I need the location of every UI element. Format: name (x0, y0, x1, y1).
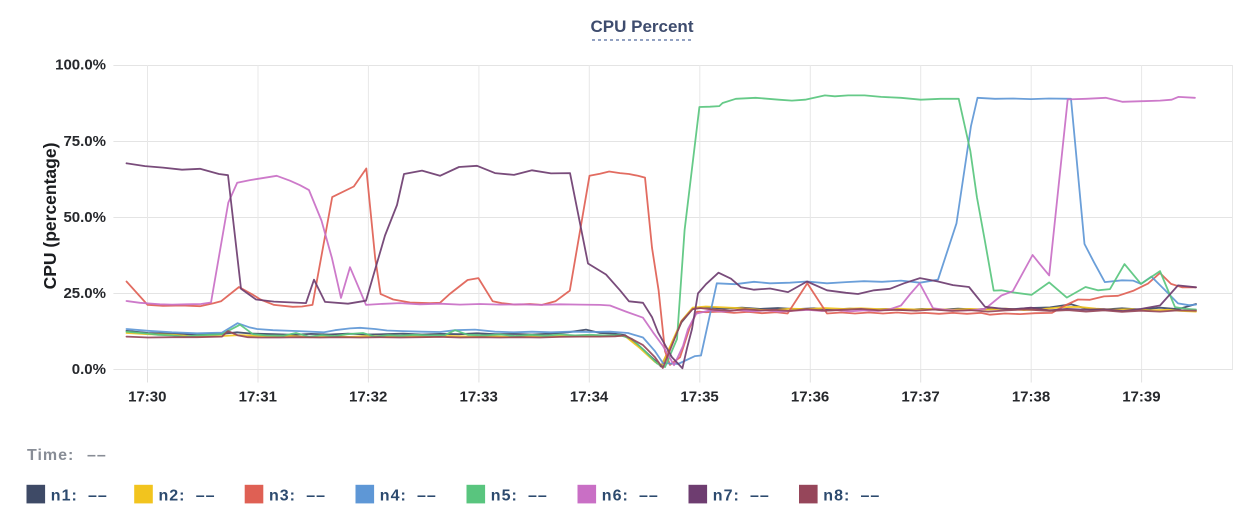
svg-text:––: –– (861, 487, 881, 504)
svg-text:n4:: n4: (380, 487, 407, 504)
svg-text:Time:: Time: (27, 447, 74, 464)
svg-text:17:39: 17:39 (1122, 389, 1160, 406)
svg-text:n2:: n2: (159, 487, 186, 504)
svg-text:n5:: n5: (491, 487, 518, 504)
svg-text:CPU (percentage): CPU (percentage) (40, 143, 60, 290)
svg-text:17:36: 17:36 (791, 389, 829, 406)
svg-text:––: –– (528, 487, 548, 504)
svg-text:50.0%: 50.0% (63, 209, 106, 226)
svg-text:100.0%: 100.0% (55, 57, 106, 74)
svg-text:n6:: n6: (602, 487, 629, 504)
svg-text:0.0%: 0.0% (72, 361, 106, 378)
svg-text:––: –– (306, 487, 326, 504)
svg-text:17:33: 17:33 (460, 389, 498, 406)
svg-text:25.0%: 25.0% (63, 285, 106, 302)
svg-text:CPU Percent: CPU Percent (591, 17, 694, 36)
svg-text:n8:: n8: (823, 487, 850, 504)
svg-text:75.0%: 75.0% (63, 133, 106, 150)
svg-text:17:34: 17:34 (570, 389, 609, 406)
svg-text:––: –– (750, 487, 770, 504)
svg-text:17:38: 17:38 (1012, 389, 1050, 406)
svg-text:17:30: 17:30 (128, 389, 166, 406)
svg-text:––: –– (196, 487, 216, 504)
svg-text:17:31: 17:31 (239, 389, 277, 406)
svg-text:n1:: n1: (51, 487, 78, 504)
svg-text:n7:: n7: (713, 487, 740, 504)
svg-text:17:37: 17:37 (901, 389, 939, 406)
svg-text:––: –– (639, 487, 659, 504)
svg-text:––: –– (417, 487, 437, 504)
svg-text:––: –– (88, 487, 108, 504)
svg-text:––: –– (87, 447, 107, 464)
svg-text:17:35: 17:35 (680, 389, 718, 406)
svg-text:n3:: n3: (269, 487, 296, 504)
svg-text:17:32: 17:32 (349, 389, 387, 406)
